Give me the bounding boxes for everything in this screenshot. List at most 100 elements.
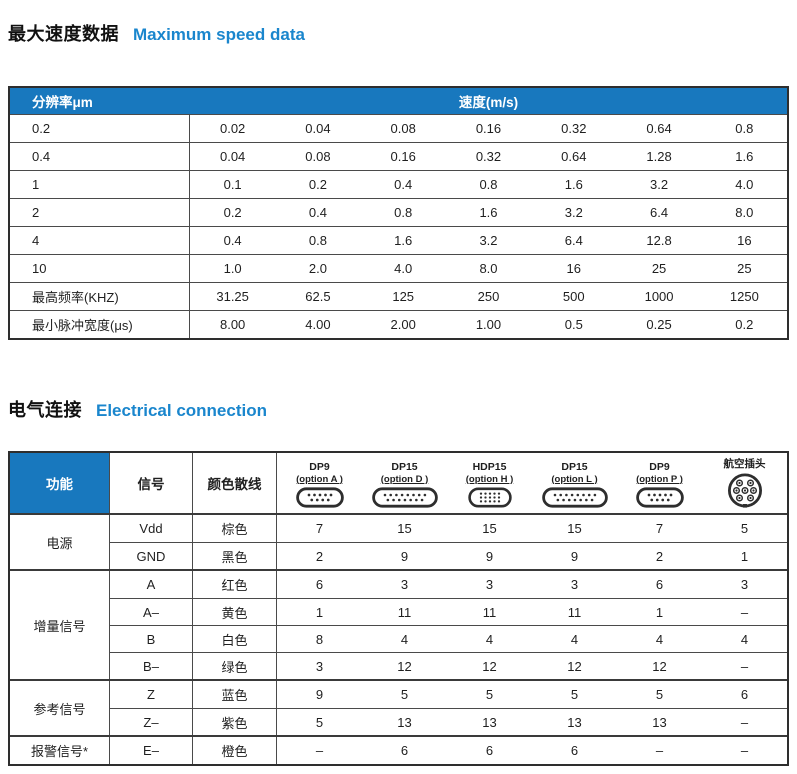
signal-cell: Z– (110, 708, 193, 735)
group-label: 增量信号 (10, 571, 110, 679)
pin-number-cell: 3 (277, 652, 362, 679)
speed-row-label: 1 (10, 171, 190, 198)
speed-row-label: 0.4 (10, 143, 190, 170)
speed-value-cell: 0.8 (394, 205, 413, 220)
pin-number-cell: 6 (400, 743, 409, 758)
pin-number-cell: 5 (400, 687, 409, 702)
speed-value-cell: 0.8 (479, 177, 498, 192)
pin-number-cell: 11 (532, 598, 617, 625)
speed-value-cell: 125 (392, 289, 415, 304)
speed-value-cell: 0.04 (219, 149, 246, 164)
pin-number-cell: 13 (362, 708, 447, 735)
speed-value-cell: 1.6 (394, 233, 413, 248)
pin-number-cell: 4 (447, 625, 532, 652)
connector-option-link[interactable]: (option D ) (380, 473, 429, 485)
speed-value-cell: 1.0 (223, 261, 242, 276)
speed-table-body: 0.2 0.02 0.04 0.08 0.16 0.32 0.64 0.8 0.4 0.04 0.0… (10, 114, 787, 338)
pin-number-cell: 15 (397, 521, 412, 536)
connector-option-link[interactable]: (option A ) (296, 473, 343, 485)
pin-number-cell: 15 (482, 521, 497, 536)
pin-number-cell: 9 (532, 542, 617, 569)
pin-number-cell: – (702, 652, 787, 679)
speed-table: 分辨率μm 速度(m/s) 0.2 0.02 0.04 0.08 0.16 0.32 0.6… (8, 86, 789, 340)
pin-number-cell: 13 (447, 708, 532, 735)
pin-number-cell: 6 (740, 687, 749, 702)
speed-value-cell: 0.64 (646, 121, 672, 136)
pin-number-cell: – (740, 743, 749, 758)
pin-number-cell: 1 (617, 598, 702, 625)
speed-value-cell: 3.2 (650, 177, 669, 192)
wire-color-cell: 白色 (193, 625, 277, 652)
pin-number-cell: 2 (277, 542, 362, 569)
signal-cell: A– (110, 598, 193, 625)
pin-number-cell: 9 (447, 542, 532, 569)
pin-number-cell: 3 (740, 577, 749, 592)
wire-color-cell: 蓝色 (193, 681, 277, 708)
speed-value-cell: 0.2 (223, 205, 242, 220)
pin-number-cell: 4 (532, 625, 617, 652)
connector-column-header: DP9 (option A ) (277, 453, 362, 513)
speed-value-cell: 3.2 (564, 205, 583, 220)
speed-value-cell: 4.0 (735, 177, 754, 192)
speed-table-row: 1 0.1 0.2 0.4 0.8 1.6 3.2 4.0 (10, 170, 787, 198)
speed-value-cell: 0.5 (564, 317, 583, 332)
connector-option-link[interactable]: (option L ) (551, 473, 598, 485)
signal-cell: Z (110, 681, 193, 708)
speed-value-cell: 0.2 (735, 317, 754, 332)
group-label: 电源 (10, 515, 110, 569)
speed-table-row: 2 0.2 0.4 0.8 1.6 3.2 6.4 8.0 (10, 198, 787, 226)
speed-value-cell: 0.8 (308, 233, 327, 248)
speed-value-cell: 1.00 (475, 317, 502, 332)
pin-number-cell: 4 (702, 625, 787, 652)
speed-value-cell: 8.00 (219, 317, 246, 332)
speed-value-cell: 0.4 (308, 205, 327, 220)
speed-row-label: 最高频率(KHZ) (10, 283, 190, 310)
speed-value-cell: 0.8 (735, 121, 754, 136)
wire-color-cell: 黄色 (193, 598, 277, 625)
speed-table-row: 最高频率(KHZ) 31.25 62.5 125 250 500 1000 1250 (10, 282, 787, 310)
pin-number-cell: 6 (485, 743, 494, 758)
speed-value-cell: 25 (651, 261, 667, 276)
signal-group: 报警信号* E– 橙色 – 6 6 6 – – (10, 735, 787, 764)
dsub9-connector-icon (295, 486, 344, 508)
pin-number-cell: 15 (567, 521, 582, 536)
pin-number-cell: 5 (655, 687, 664, 702)
speed-value-cell: 1.28 (646, 149, 672, 164)
speed-value-cell: 12.8 (646, 233, 672, 248)
connector-option-link[interactable]: (option P ) (636, 473, 683, 485)
speed-value-cell: 0.16 (390, 149, 416, 164)
speed-row-label: 0.2 (10, 115, 190, 142)
speed-value-cell: 0.25 (646, 317, 672, 332)
connector-column-header: 航空插头 (702, 453, 787, 513)
speed-value-cell: 0.04 (305, 121, 331, 136)
speed-table-row: 最小脉冲宽度(μs) 8.00 4.00 2.00 1.00 0.5 0.25 0.2 (10, 310, 787, 338)
pin-number-cell: 7 (655, 521, 664, 536)
speed-value-cell: 0.08 (305, 149, 331, 164)
signal-group: 电源 Vdd 棕色 7 15 15 15 7 5 GND 黑色 2 9 9 9 2 1 (10, 513, 787, 569)
connection-table-header: 功能 信号 颜色散线 DP9 (option A ) DP15 (option D ) HDP… (10, 453, 787, 513)
signal-cell: E– (110, 737, 193, 764)
wire-color-cell: 橙色 (193, 737, 277, 764)
pin-number-cell: 1 (277, 598, 362, 625)
connector-name: 航空插头 (723, 458, 766, 470)
speed-value-cell: 0.08 (390, 121, 416, 136)
pin-number-cell: 8 (277, 625, 362, 652)
pin-number-cell: 2 (617, 542, 702, 569)
speed-value-cell: 1.6 (479, 205, 498, 220)
pin-number-cell: – (315, 743, 324, 758)
wire-color-cell: 棕色 (193, 515, 277, 542)
wire-color-cell: 绿色 (193, 652, 277, 679)
speed-table-row: 0.4 0.04 0.08 0.16 0.32 0.64 1.28 1.6 (10, 142, 787, 170)
speed-value-cell: 2.00 (390, 317, 416, 332)
speed-table-row: 10 1.0 2.0 4.0 8.0 16 25 25 (10, 254, 787, 282)
pin-number-cell: 13 (617, 708, 702, 735)
speed-value-cell: 0.16 (475, 121, 502, 136)
speed-row-label: 4 (10, 227, 190, 254)
hd15-connector-icon (467, 486, 512, 508)
speed-value-cell: 1.6 (735, 149, 754, 164)
connector-option-link[interactable]: (option H ) (465, 473, 514, 485)
connector-name: DP15 (561, 460, 588, 473)
speed-value-cell: 6.4 (564, 233, 583, 248)
section2-title-en: Electrical connection (96, 401, 267, 420)
pin-number-cell: 12 (447, 652, 532, 679)
